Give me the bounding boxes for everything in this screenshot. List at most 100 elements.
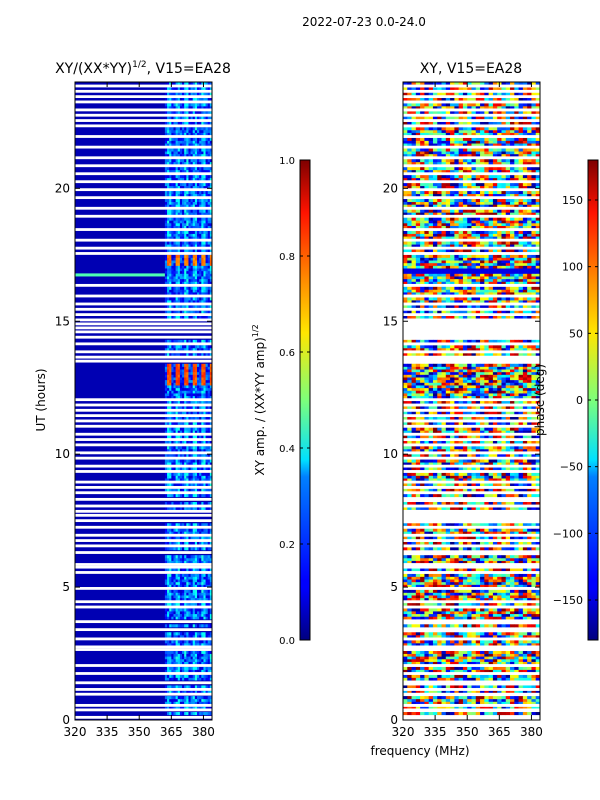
amplitude-cell <box>207 161 211 165</box>
amplitude-cell <box>205 459 209 463</box>
phase-cell <box>467 658 472 662</box>
phase-cell <box>441 595 447 599</box>
phase-cell <box>411 611 417 615</box>
amplitude-cell <box>175 446 179 450</box>
phase-cell <box>471 547 477 551</box>
amplitude-cell <box>173 616 176 620</box>
phase-cell <box>467 536 472 540</box>
amplitude-cell <box>175 589 179 593</box>
amplitude-cell <box>192 502 196 506</box>
amplitude-cell <box>171 531 174 535</box>
amplitude-cell <box>184 159 187 163</box>
phase-cell <box>518 677 524 681</box>
phase-cell <box>501 712 507 716</box>
amplitude-cell <box>179 576 183 580</box>
phase-cell <box>510 595 515 599</box>
amplitude-cell <box>205 677 209 681</box>
amplitude-cell <box>209 345 212 349</box>
phase-cell <box>518 494 524 498</box>
amplitude-cell <box>179 278 183 282</box>
phase-cell <box>501 555 507 559</box>
amplitude-cell <box>190 82 194 86</box>
amplitude-cell <box>190 262 194 266</box>
phase-cell <box>518 531 524 535</box>
phase-cell <box>441 706 447 710</box>
amplitude-cell <box>194 127 198 131</box>
amplitude-cell <box>186 390 189 394</box>
amplitude-cell <box>209 241 212 245</box>
amplitude-cell <box>175 401 179 405</box>
amplitude-cell <box>177 161 181 165</box>
amplitude-cell <box>175 669 179 673</box>
amplitude-cell <box>175 416 179 421</box>
amplitude-cell <box>179 82 183 86</box>
amplitude-cell <box>197 204 200 208</box>
amplitude-cell <box>179 616 183 620</box>
phase-cell <box>492 656 498 660</box>
phase-cell <box>420 608 425 612</box>
phase-cell <box>510 568 515 572</box>
phase-cell <box>467 632 472 636</box>
phase-cell <box>454 581 459 585</box>
amplitude-cell <box>192 459 196 463</box>
amplitude-cell <box>169 161 172 165</box>
phase-cell <box>527 576 532 580</box>
amplitude-cell <box>190 385 194 389</box>
phase-cell <box>488 706 494 710</box>
amplitude-cell <box>184 116 187 120</box>
amplitude-cell <box>188 273 191 277</box>
phase-cell <box>527 642 532 646</box>
phase-cell <box>505 690 511 694</box>
amplitude-cell <box>199 105 202 109</box>
amplitude-cell <box>177 406 181 410</box>
amplitude-cell <box>201 281 204 285</box>
phase-cell <box>403 523 408 527</box>
amplitude-cell <box>192 310 196 314</box>
amplitude-cell <box>201 377 204 381</box>
amplitude-cell <box>197 634 200 638</box>
phase-cell <box>514 616 519 620</box>
amplitude-cell <box>207 97 211 102</box>
amplitude-cell <box>184 658 187 662</box>
amplitude-cell <box>197 597 200 601</box>
phase-cell <box>471 592 477 596</box>
amplitude-cell <box>197 698 200 702</box>
amplitude-cell <box>190 712 194 716</box>
phase-cell <box>527 581 532 585</box>
amplitude-cell <box>184 201 187 205</box>
phase-cell <box>415 581 421 585</box>
amplitude-cell <box>184 454 187 458</box>
amplitude-cell <box>188 230 191 234</box>
amplitude-cell <box>192 446 196 450</box>
phase-cell <box>492 523 498 527</box>
amplitude-cell <box>173 347 176 351</box>
amplitude-cell <box>186 270 189 274</box>
amplitude-cell <box>192 244 196 248</box>
amplitude-bright-row <box>75 273 165 277</box>
phase-cell <box>531 653 537 657</box>
phase-cell <box>531 488 537 492</box>
amplitude-cell <box>173 121 176 125</box>
amplitude-cell <box>179 448 183 452</box>
amplitude-cell <box>164 82 168 86</box>
amplitude-cell <box>201 387 204 391</box>
amplitude-cell <box>164 177 168 181</box>
amplitude-cell <box>182 236 185 240</box>
flagged-row <box>75 551 212 554</box>
phase-cell <box>510 712 515 716</box>
phase-cell <box>450 616 455 620</box>
colorbar-tick-label: 0.6 <box>279 348 295 359</box>
phase-cell <box>450 483 455 487</box>
amplitude-cell <box>197 299 200 304</box>
amplitude-cell <box>205 222 209 226</box>
amplitude-cell <box>179 297 183 301</box>
amplitude-cell <box>188 190 191 195</box>
amplitude-cell <box>179 435 183 439</box>
amplitude-cell <box>188 528 191 532</box>
amplitude-cell <box>177 97 181 102</box>
amplitude-cell <box>173 148 176 152</box>
phase-cell <box>480 555 485 559</box>
amplitude-cell <box>182 624 185 628</box>
amplitude-cell <box>194 573 198 577</box>
amplitude-cell <box>205 494 209 498</box>
